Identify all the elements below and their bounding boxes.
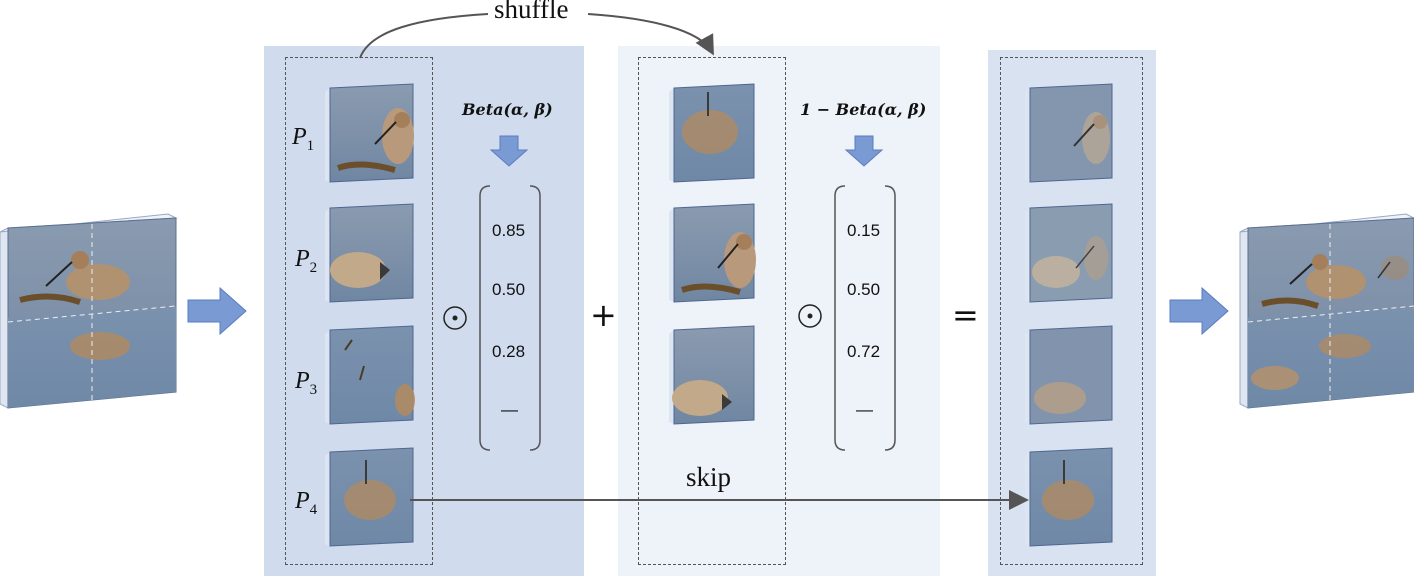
output-bird-image — [1239, 213, 1414, 409]
output-flow-arrow — [1169, 286, 1229, 336]
mixed-patch-1 — [1025, 83, 1113, 183]
original-patches-panel — [264, 46, 584, 576]
input-bird-image — [0, 213, 178, 409]
shuffled-patch-2 — [669, 203, 756, 303]
beta-label: Beta(α, β) — [462, 100, 553, 119]
shuffle-label: shuffle — [494, 0, 569, 24]
patch-p4 — [325, 447, 414, 547]
patch-p2 — [325, 203, 414, 303]
weight-left-3: 0.28 — [492, 342, 526, 361]
one-minus-beta-label: 1 − Beta(α, β) — [800, 100, 927, 119]
weight-right-3: 0.72 — [847, 342, 881, 361]
patch-label-p1: P1 — [292, 124, 315, 154]
hadamard-operator-right — [798, 304, 822, 328]
left-vector-bracket-open — [479, 185, 491, 451]
weight-right-1: 0.15 — [847, 221, 881, 240]
patch-label-p4: P4 — [295, 488, 318, 518]
weight-left-2: 0.50 — [492, 280, 526, 299]
shuffled-patch-1 — [669, 83, 755, 183]
beta-down-arrow — [489, 135, 529, 167]
skip-label: skip — [686, 462, 732, 492]
equals-operator: = — [952, 296, 979, 334]
weight-left-4: — — [501, 400, 518, 419]
weight-right-4: — — [856, 400, 873, 419]
mixed-patches-group — [1000, 57, 1143, 565]
one-minus-beta-down-arrow — [844, 135, 884, 167]
shuffled-patches-group — [638, 57, 786, 565]
plus-operator: + — [590, 296, 617, 334]
shuffle-connector — [359, 13, 489, 59]
weight-left-1: 0.85 — [492, 221, 526, 240]
shuffle-arrow — [587, 13, 714, 56]
patch-label-p3: P3 — [295, 368, 318, 398]
mixed-patch-4 — [1025, 447, 1113, 547]
patch-p1 — [325, 83, 414, 183]
original-patches-group — [285, 57, 433, 565]
hadamard-operator-left — [443, 306, 467, 330]
weight-right-2: 0.50 — [847, 280, 881, 299]
right-vector-bracket-close — [884, 185, 896, 451]
left-vector-bracket-close — [529, 185, 541, 451]
patch-label-p2: P2 — [295, 246, 318, 276]
patch-p3 — [325, 325, 415, 425]
mixed-patch-2 — [1025, 203, 1113, 303]
input-flow-arrow — [187, 286, 247, 336]
shuffled-patch-3 — [669, 325, 755, 425]
mixed-patch-3 — [1025, 325, 1113, 425]
right-vector-bracket-open — [834, 185, 846, 451]
